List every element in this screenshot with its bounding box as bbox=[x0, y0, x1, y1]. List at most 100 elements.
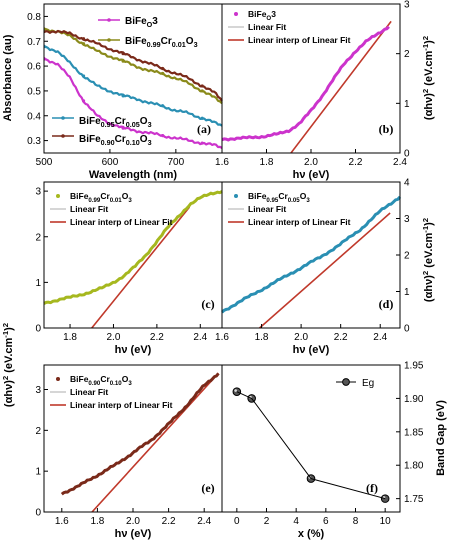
panel-e-legend-series: BiFe0.90​Cr0.10​O3​ bbox=[70, 374, 132, 387]
panel-b-legend-interp: Linear interp of Linear Fit bbox=[248, 35, 351, 45]
panel-b-xtick-label: 2.4 bbox=[393, 157, 407, 168]
panel-d-ylabel: (αhν)2 (eV.cm-1)2 bbox=[421, 218, 435, 302]
panel-d-data bbox=[221, 195, 402, 314]
panel-b-legend-marker bbox=[234, 12, 238, 16]
panel-a-series-3 bbox=[43, 45, 223, 127]
panel-f-xtick-label: 0 bbox=[234, 516, 240, 527]
panel-f-label: (f) bbox=[366, 481, 378, 495]
panel-d-legend-series: BiFe0.95​Cr0.05​O3​ bbox=[248, 191, 310, 204]
panel-e-label: (e) bbox=[201, 481, 214, 495]
panel-a-ylabel: Absorbance (au) bbox=[2, 34, 14, 121]
panel-c-plot-area bbox=[91, 206, 191, 328]
panel-f-xlabel: x (%) bbox=[298, 528, 325, 540]
panel-d-label: (d) bbox=[379, 297, 394, 311]
panel-b-ytick-label: 0 bbox=[404, 149, 410, 160]
panel-f-xtick-label: 4 bbox=[293, 516, 299, 527]
panel-a-series-4 bbox=[43, 29, 223, 102]
panel-f-line bbox=[236, 391, 386, 500]
panel-a-ytick-label: 0.5 bbox=[27, 86, 41, 97]
panel-e-legend-interp: Linear interp of Linear Fit bbox=[70, 400, 173, 410]
panel-a-legend-marker bbox=[107, 38, 111, 42]
panel-a-ytick-label: 0.8 bbox=[27, 12, 41, 23]
panel-d-xtick-label: 1.6 bbox=[215, 332, 229, 343]
panel-c-xtick-label: 2.0 bbox=[107, 332, 121, 343]
panel-f-xtick-label: 2 bbox=[264, 516, 270, 527]
panel-d-legend-interp: Linear interp of Linear Fit bbox=[248, 217, 351, 227]
panel-c-xlabel: hν (eV) bbox=[115, 344, 152, 356]
panel-d-xtick-label: 2.0 bbox=[294, 332, 308, 343]
panel-c-legend-fit: Linear Fit bbox=[70, 204, 108, 214]
panel-d-plot-area bbox=[259, 212, 391, 328]
panel-c-ytick-label: 1 bbox=[35, 278, 41, 289]
panel-f-xtick-label: 8 bbox=[353, 516, 359, 527]
panel-a-xlabel: Wavelength (nm) bbox=[89, 169, 178, 181]
panel-e-xtick-label: 1.8 bbox=[90, 516, 104, 527]
panel-f-ytick-label: 1.85 bbox=[404, 427, 424, 438]
panel-c-e-ylabel: (αhν)2 (eV.cm-1)2 bbox=[1, 323, 15, 407]
panel-c-ytick-label: 2 bbox=[35, 232, 41, 243]
panel-e-ytick-label: 2 bbox=[35, 426, 41, 437]
panel-b-fit-line bbox=[290, 20, 392, 153]
panel-e-xlabel: hν (eV) bbox=[115, 528, 152, 540]
panel-a-xtick-label: 600 bbox=[102, 157, 119, 168]
panel-e-xtick-label: 1.6 bbox=[55, 516, 69, 527]
panel-a-series-1 bbox=[43, 58, 223, 149]
panel-e-ytick-label: 3 bbox=[35, 385, 41, 396]
panel-f-ytick-label: 1.75 bbox=[404, 494, 424, 505]
panel-a-legend-2: BiFe0.99​Cr0.01​O3​ bbox=[125, 36, 198, 49]
panel-e-fit-line bbox=[91, 372, 220, 512]
panel-e-ytick-label: 1 bbox=[35, 467, 41, 478]
panel-a-ytick-label: 0.3 bbox=[27, 136, 41, 147]
panel-c-legend-interp: Linear interp of Linear Fit bbox=[70, 217, 173, 227]
panel-a-legend-3: BiFe0.95​Cr0.05​O3​ bbox=[79, 116, 152, 129]
panel-c-legend-marker bbox=[56, 194, 60, 198]
panel-c-ytick-label: 3 bbox=[35, 187, 41, 198]
panel-e-ytick-label: 0 bbox=[35, 508, 41, 519]
panel-b-xtick-label: 1.6 bbox=[215, 157, 229, 168]
panel-d-fit-line bbox=[259, 212, 391, 328]
panel-b-data bbox=[221, 25, 390, 142]
panel-a-series-2 bbox=[43, 28, 223, 105]
panel-a-ytick-label: 0.4 bbox=[27, 111, 41, 122]
panel-b-xlabel: hν (eV) bbox=[293, 169, 330, 181]
panel-f-legend-marker bbox=[342, 378, 350, 386]
panel-c-xtick-label: 2.2 bbox=[150, 332, 164, 343]
panel-a-legend-marker bbox=[61, 116, 65, 120]
panel-d-legend-fit: Linear Fit bbox=[248, 204, 286, 214]
panel-e-legend-marker bbox=[56, 377, 60, 381]
panel-d-xtick-label: 2.2 bbox=[334, 332, 348, 343]
panel-b-xtick-label: 1.8 bbox=[260, 157, 274, 168]
panel-b-ytick-label: 3 bbox=[404, 0, 410, 11]
panel-b-legend-series: BiFeO​3 bbox=[248, 9, 276, 22]
panel-c-data bbox=[43, 190, 223, 305]
panel-a-legend-4: BiFe0.90​Cr0.10​O3​ bbox=[79, 134, 152, 147]
panel-a-legend-1: BiFeO​3 bbox=[125, 16, 158, 29]
panel-e-xtick-label: 2.0 bbox=[126, 516, 140, 527]
panel-a-legend-marker bbox=[107, 18, 111, 22]
panel-f-point bbox=[380, 494, 390, 503]
panel-f-point-shine bbox=[234, 389, 237, 392]
panel-d-xtick-label: 1.8 bbox=[255, 332, 269, 343]
panel-b-ytick-label: 2 bbox=[404, 49, 410, 60]
panel-f-frame bbox=[221, 364, 401, 513]
panel-d-ytick-label: 1 bbox=[404, 287, 410, 298]
panel-b-xtick-label: 2.2 bbox=[349, 157, 363, 168]
panel-f-ytick-label: 1.90 bbox=[404, 394, 424, 405]
panel-f-xtick-label: 6 bbox=[323, 516, 329, 527]
panel-e-xtick-label: 2.4 bbox=[197, 516, 211, 527]
panel-a-ytick-label: 0.7 bbox=[27, 37, 41, 48]
panel-c-fit-line bbox=[91, 206, 191, 328]
panel-a-ytick-label: 0.6 bbox=[27, 62, 41, 73]
panel-c-label: (c) bbox=[201, 297, 214, 311]
panel-f-xtick-label: 10 bbox=[380, 516, 392, 527]
panel-d-ytick-label: 3 bbox=[404, 214, 410, 225]
panel-a-legend-marker bbox=[61, 134, 65, 138]
panel-e-xtick-label: 2.2 bbox=[162, 516, 176, 527]
panel-b-ytick-label: 1 bbox=[404, 99, 410, 110]
panel-d-xtick-label: 2.4 bbox=[373, 332, 387, 343]
panel-c-xtick-label: 2.4 bbox=[193, 332, 207, 343]
panel-d-xlabel: hν (eV) bbox=[293, 344, 330, 356]
panel-e-plot-area bbox=[91, 372, 220, 512]
panel-e-legend-fit: Linear Fit bbox=[70, 387, 108, 397]
